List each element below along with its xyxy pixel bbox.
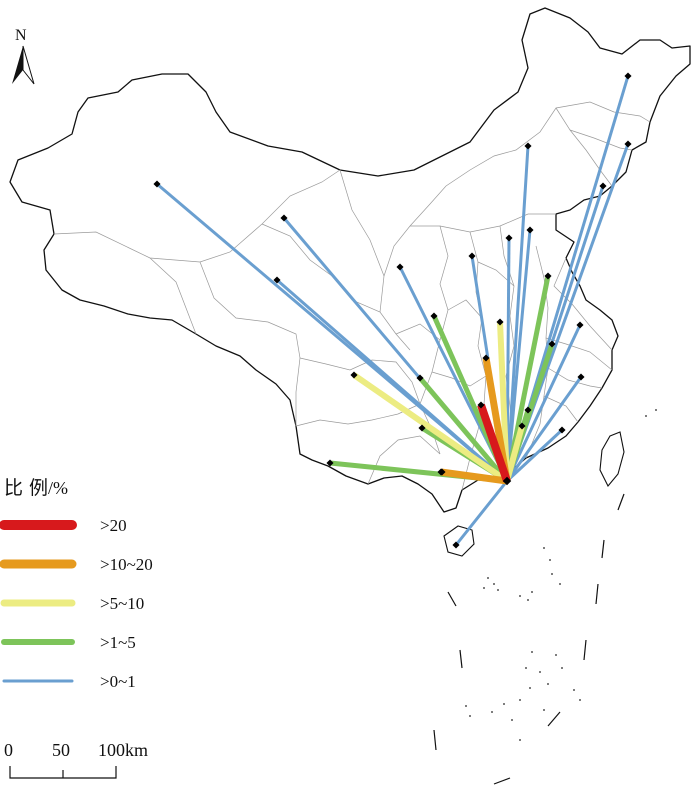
flow-line-10to20: [440, 468, 508, 485]
origin-marker: [416, 374, 424, 382]
origin-marker: [496, 318, 504, 326]
destination-marker: [502, 476, 512, 486]
flow-line-1to5: [418, 376, 509, 483]
origin-marker: [526, 226, 534, 234]
origin-marker: [482, 354, 490, 362]
origin-marker: [326, 459, 334, 467]
flow-line-0to1: [505, 324, 582, 482]
origin-marker: [280, 214, 288, 222]
origin-markers: [153, 72, 632, 549]
legend-title: 比 例/%: [4, 477, 68, 499]
origin-marker: [273, 276, 281, 284]
legend: 比 例/% >20 >10~20 >5~10 >1~5 >0~1: [0, 477, 153, 691]
origin-marker: [468, 252, 476, 260]
origin-marker: [452, 541, 460, 549]
legend-label-1to5: >1~5: [100, 633, 136, 652]
legend-label-gt20: >20: [100, 516, 127, 535]
scale-label-0: 0: [4, 740, 13, 760]
origin-marker: [624, 72, 632, 80]
flow-line-gt20: [477, 403, 511, 483]
origin-marker: [430, 312, 438, 320]
flow-lines: [156, 75, 630, 546]
flow-line-0to1: [505, 145, 530, 482]
flow-line-0to1: [505, 376, 583, 482]
flow-line-0to1: [454, 480, 509, 546]
origin-marker: [396, 263, 404, 271]
origin-marker: [624, 140, 632, 148]
origin-marker: [153, 180, 161, 188]
origin-marker: [518, 422, 526, 430]
origin-marker: [477, 401, 485, 409]
origin-marker: [544, 272, 552, 280]
origin-marker: [505, 234, 513, 242]
origin-marker: [576, 321, 584, 329]
sea-islands: [465, 409, 657, 741]
flow-line-5to10: [504, 425, 525, 482]
origin-marker: [558, 426, 566, 434]
taiwan-island: [599, 431, 625, 487]
legend-label-5to10: >5~10: [100, 594, 144, 613]
origin-marker: [548, 340, 556, 348]
flow-line-0to1: [505, 428, 564, 483]
flow-line-5to10: [352, 372, 509, 484]
origin-marker: [577, 373, 585, 381]
north-label: N: [15, 27, 27, 44]
scale-bar: 0 50 100km: [4, 740, 148, 779]
origin-marker: [350, 371, 358, 379]
scale-label-100km: 100km: [98, 740, 148, 760]
origin-marker: [599, 182, 607, 190]
nine-dash-line: [433, 493, 625, 785]
hainan-island: [443, 525, 475, 557]
north-arrow-icon: N: [12, 27, 35, 85]
flow-line-0to1: [276, 278, 508, 483]
origin-marker: [524, 406, 532, 414]
origin-marker: [524, 142, 532, 150]
scale-label-50: 50: [52, 740, 70, 760]
legend-label-10to20: >10~20: [100, 555, 153, 574]
country-outline: [9, 7, 691, 513]
legend-label-0to1: >0~1: [100, 672, 136, 691]
origin-marker: [437, 468, 445, 476]
origin-marker: [418, 424, 426, 432]
